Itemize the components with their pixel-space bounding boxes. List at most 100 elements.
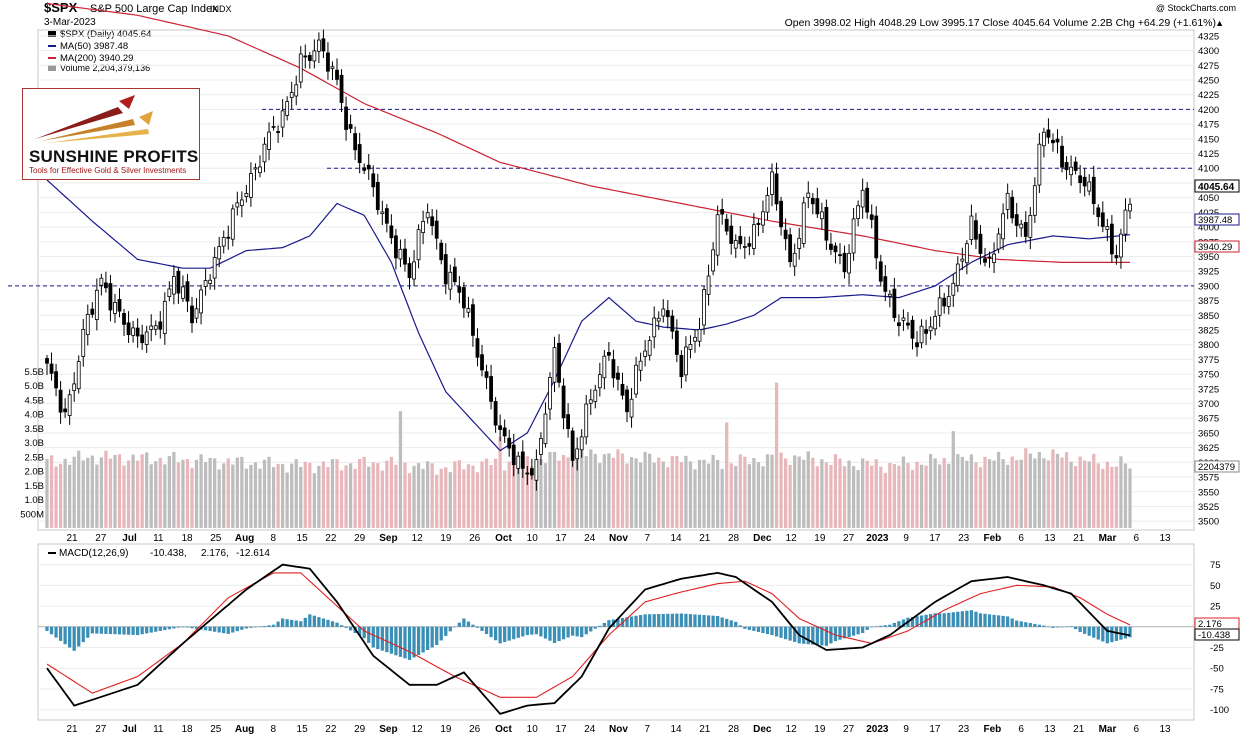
x-tick-label: 18 <box>181 533 193 544</box>
macd-hist-bar <box>416 626 421 655</box>
candle-down <box>897 322 901 327</box>
macd-hist-bar <box>847 626 851 638</box>
macd-hist-bar <box>1128 626 1132 638</box>
volume-bar <box>942 458 946 528</box>
candle-down <box>443 254 448 285</box>
candle-down <box>307 55 312 61</box>
volume-bar <box>847 460 851 528</box>
candle-up <box>964 243 969 264</box>
candle-down <box>829 243 833 250</box>
volume-bar <box>262 459 267 528</box>
volume-bar <box>879 466 883 528</box>
macd-hist-bar <box>783 626 788 640</box>
macd-hist-bar <box>938 613 942 627</box>
volume-bar <box>938 464 942 528</box>
x-tick-label: Nov <box>609 533 628 544</box>
volume-tag-box <box>1194 460 1240 473</box>
volume-bar <box>1015 460 1019 528</box>
volume-bar <box>960 456 964 528</box>
candle-down <box>362 167 367 171</box>
macd-hist-bar <box>507 626 511 641</box>
volume-bar <box>571 431 575 528</box>
candle-down <box>122 313 126 325</box>
volume-bar <box>81 460 85 528</box>
macd-hist-bar <box>235 626 239 632</box>
price-tick-label: 4275 <box>1198 61 1219 72</box>
macd-legend: MACD(12,26,9) -10.438, 2.176, -12.614 <box>48 548 270 559</box>
candle-down <box>1082 176 1087 187</box>
macd-hist-bar <box>1069 626 1073 627</box>
candle-up <box>271 125 276 128</box>
macd-hist-bar <box>716 616 720 627</box>
macd-hist-bar <box>1055 626 1060 628</box>
volume-bar <box>575 451 579 528</box>
macd-label: MACD(12,26,9) <box>59 548 128 559</box>
x-tick-label: 22 <box>325 533 337 544</box>
volume-bar <box>765 454 770 528</box>
volume-bar <box>45 459 49 528</box>
macd-hist-bar <box>439 626 443 641</box>
candle-down <box>924 329 928 334</box>
macd-hist-bar <box>571 626 575 636</box>
close-price-tag: 4045.64 <box>1194 179 1240 193</box>
x-tick-label: 10 <box>527 533 539 544</box>
candle-up <box>380 211 385 215</box>
macd-hist-bar <box>870 626 874 628</box>
x-tick-label: 28 <box>728 533 740 544</box>
macd-hist-bar <box>679 613 684 627</box>
macd-hist-bar <box>666 613 670 627</box>
macd-x-tick-label: 21 <box>699 724 711 735</box>
volume-bar <box>947 463 951 528</box>
macd-x-tick-label: 7 <box>644 724 650 735</box>
macd-hist-bar <box>1101 626 1105 642</box>
macd-hist-bar <box>897 621 901 627</box>
candle-down <box>1100 212 1105 227</box>
price-tick-label: 3950 <box>1198 252 1219 263</box>
macd-grid <box>38 564 1194 711</box>
price-swatch <box>48 31 56 37</box>
volume-bar <box>99 457 104 528</box>
volume-tick-label: 1.5B <box>24 481 44 492</box>
macd-hist-bar <box>992 614 996 627</box>
macd-hist-bar <box>561 626 566 640</box>
candle-up <box>919 325 924 344</box>
price-tick-label: 3850 <box>1198 311 1219 322</box>
volume-bar <box>194 459 199 528</box>
quote-line: Open 3998.02 High 4048.29 Low 3995.17 Cl… <box>785 17 1216 29</box>
candle-down <box>335 69 339 80</box>
candle-down <box>892 288 897 318</box>
candle-up <box>1005 192 1010 210</box>
price-tick-label: 3575 <box>1198 473 1219 484</box>
volume-bar <box>870 465 874 528</box>
candle-up <box>693 336 697 342</box>
macd-x-tick-label: 8 <box>271 724 277 735</box>
macd-hist-bar <box>516 626 520 638</box>
candle-down <box>520 451 525 469</box>
close-tag-box <box>1194 179 1240 193</box>
price-tick-label: 4300 <box>1198 46 1219 57</box>
macd-hist-bar <box>652 614 656 627</box>
candle-down <box>906 322 910 326</box>
macd-hist-bar <box>222 626 226 634</box>
macd-hist-bar <box>262 625 267 627</box>
candle-down <box>190 305 194 324</box>
volume-bar <box>258 468 262 528</box>
candle-down <box>557 342 561 383</box>
candle-up <box>629 398 634 418</box>
x-tick-label: 27 <box>843 533 855 544</box>
macd-tag-text: -10.438 <box>1198 630 1230 641</box>
volume-bar <box>1060 457 1064 528</box>
macd-hist-bar <box>969 610 974 627</box>
legend-price: $SPX (Daily) 4045.64 <box>60 29 151 40</box>
candle-down <box>883 276 888 292</box>
macd-x-tick-label: 27 <box>95 724 107 735</box>
macd-hist-bar <box>312 615 316 627</box>
volume-bar <box>358 458 362 528</box>
candle-up <box>1001 213 1006 240</box>
macd-x-tick-label: 17 <box>555 724 567 735</box>
x-tick-label: 14 <box>670 533 682 544</box>
volume-bar <box>566 457 570 528</box>
volume-bar <box>734 466 738 528</box>
candle-up <box>167 288 172 297</box>
macd-hist-bar <box>815 626 819 646</box>
